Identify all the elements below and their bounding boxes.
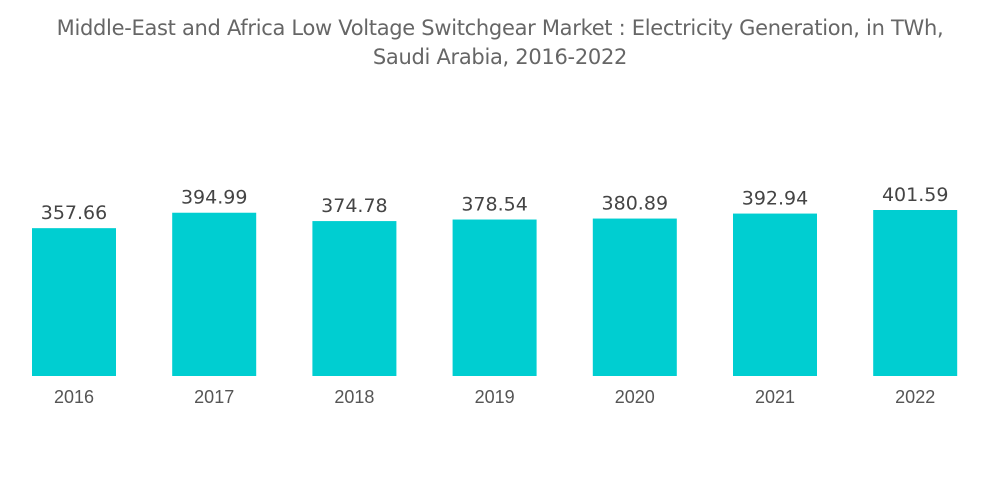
data-label-2017: 394.99 (181, 187, 247, 209)
bar-2021 (733, 213, 817, 376)
data-label-2021: 392.94 (742, 188, 808, 210)
x-tick-2022: 2022 (895, 387, 935, 407)
x-tick-2021: 2021 (755, 387, 795, 407)
chart-title-line-1: Middle-East and Africa Low Voltage Switc… (56, 16, 944, 40)
x-tick-2016: 2016 (54, 387, 94, 407)
bar-2018 (312, 221, 397, 376)
data-label-2022: 401.59 (882, 184, 948, 206)
data-label-2019: 378.54 (461, 194, 527, 216)
data-label-2020: 380.89 (602, 193, 668, 215)
chart-title-line-2: Saudi Arabia, 2016-2022 (372, 45, 628, 69)
x-tick-2018: 2018 (334, 387, 374, 407)
data-label-2018: 374.78 (321, 195, 387, 217)
bar-2022 (873, 210, 958, 376)
bar-2019 (452, 219, 537, 376)
chart-title: Middle-East and Africa Low Voltage Switc… (0, 14, 1000, 72)
x-tick-2019: 2019 (475, 387, 515, 407)
x-tick-2017: 2017 (194, 387, 234, 407)
data-label-2016: 357.66 (41, 202, 107, 224)
bar-2017 (172, 212, 257, 376)
bar-2016 (32, 228, 116, 376)
bar-2020 (592, 218, 677, 376)
x-tick-2020: 2020 (615, 387, 655, 407)
